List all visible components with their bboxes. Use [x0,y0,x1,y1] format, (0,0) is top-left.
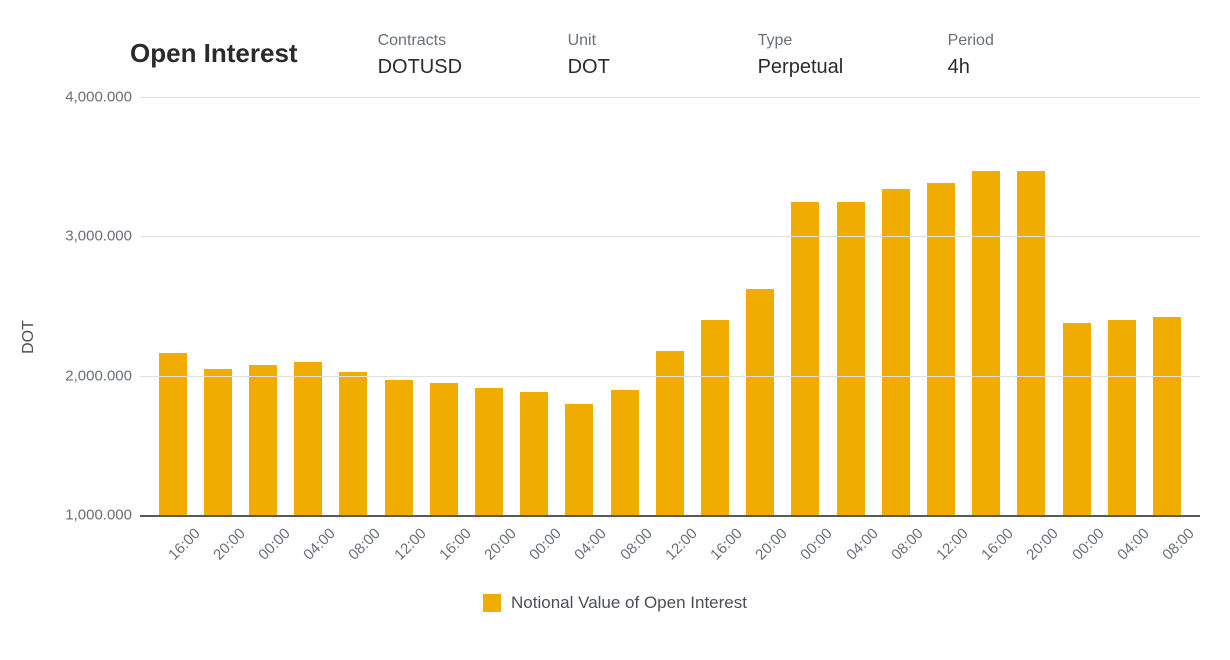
bar [475,388,503,515]
y-tick-label: 3,000.000 [52,228,132,245]
x-tick-label: 20:00 [204,519,232,577]
y-axis-title: DOT [20,320,38,354]
bar [249,365,277,515]
bar [746,289,774,515]
bar [204,369,232,515]
x-tick-label: 20:00 [475,519,503,577]
bar [1063,323,1091,515]
meta-group: Contracts DOTUSD Unit DOT Type Perpetual… [378,20,1068,79]
meta-contracts: Contracts DOTUSD [378,32,498,79]
y-tick-label: 4,000.000 [52,89,132,106]
x-tick-label: 00:00 [249,519,277,577]
bar [927,183,955,515]
x-tick-label: 12:00 [927,519,955,577]
gridline [140,376,1200,377]
meta-contracts-label: Contracts [378,32,498,50]
x-tick-label: 16:00 [430,519,458,577]
x-tick-label: 00:00 [520,519,548,577]
x-tick-label: 16:00 [701,519,729,577]
chart: DOT 1,000.0002,000.0003,000.0004,000.000… [20,97,1210,577]
x-tick-label: 12:00 [656,519,684,577]
legend-label: Notional Value of Open Interest [511,593,747,613]
bar [385,380,413,515]
x-tick-label: 00:00 [791,519,819,577]
bar [339,372,367,516]
meta-type-value: Perpetual [758,56,878,79]
x-tick-label: 04:00 [837,519,865,577]
meta-period: Period 4h [948,32,1068,79]
x-tick-label: 08:00 [882,519,910,577]
x-tick-label: 16:00 [159,519,187,577]
x-tick-label: 00:00 [1063,519,1091,577]
x-tick-label: 04:00 [294,519,322,577]
meta-type-label: Type [758,32,878,50]
meta-contracts-value: DOTUSD [378,56,498,79]
meta-unit-value: DOT [568,56,688,79]
meta-unit: Unit DOT [568,32,688,79]
bars-container [140,97,1200,515]
bar [837,202,865,516]
bar [791,202,819,516]
x-labels-container: 16:00 20:00 00:00 04:00 08:00 12:00 16:00 20:00… [140,519,1200,577]
bar [430,383,458,515]
bar [159,353,187,515]
y-tick-label: 1,000.000 [52,507,132,524]
x-tick-label: 08:00 [1153,519,1181,577]
meta-period-value: 4h [948,56,1068,79]
header: Open Interest Contracts DOTUSD Unit DOT … [0,0,1230,79]
bar [294,362,322,515]
x-tick-label: 20:00 [746,519,774,577]
x-tick-label: 08:00 [611,519,639,577]
x-tick-label: 04:00 [1108,519,1136,577]
meta-unit-label: Unit [568,32,688,50]
bar [1153,317,1181,515]
x-tick-label: 12:00 [385,519,413,577]
y-tick-label: 2,000.000 [52,367,132,384]
bar [565,404,593,515]
bar [1108,320,1136,515]
x-tick-label: 08:00 [339,519,367,577]
plot-area: 1,000.0002,000.0003,000.0004,000.000 [140,97,1200,517]
bar [611,390,639,515]
bar [1017,171,1045,515]
meta-type: Type Perpetual [758,32,878,79]
x-tick-label: 16:00 [972,519,1000,577]
bar [701,320,729,515]
legend-swatch [483,594,501,612]
gridline [140,236,1200,237]
bar [972,171,1000,515]
legend: Notional Value of Open Interest [0,593,1230,613]
x-tick-label: 20:00 [1017,519,1045,577]
x-tick-label: 04:00 [565,519,593,577]
chart-title: Open Interest [130,20,298,69]
meta-period-label: Period [948,32,1068,50]
gridline [140,97,1200,98]
bar [882,189,910,515]
bar [520,392,548,515]
